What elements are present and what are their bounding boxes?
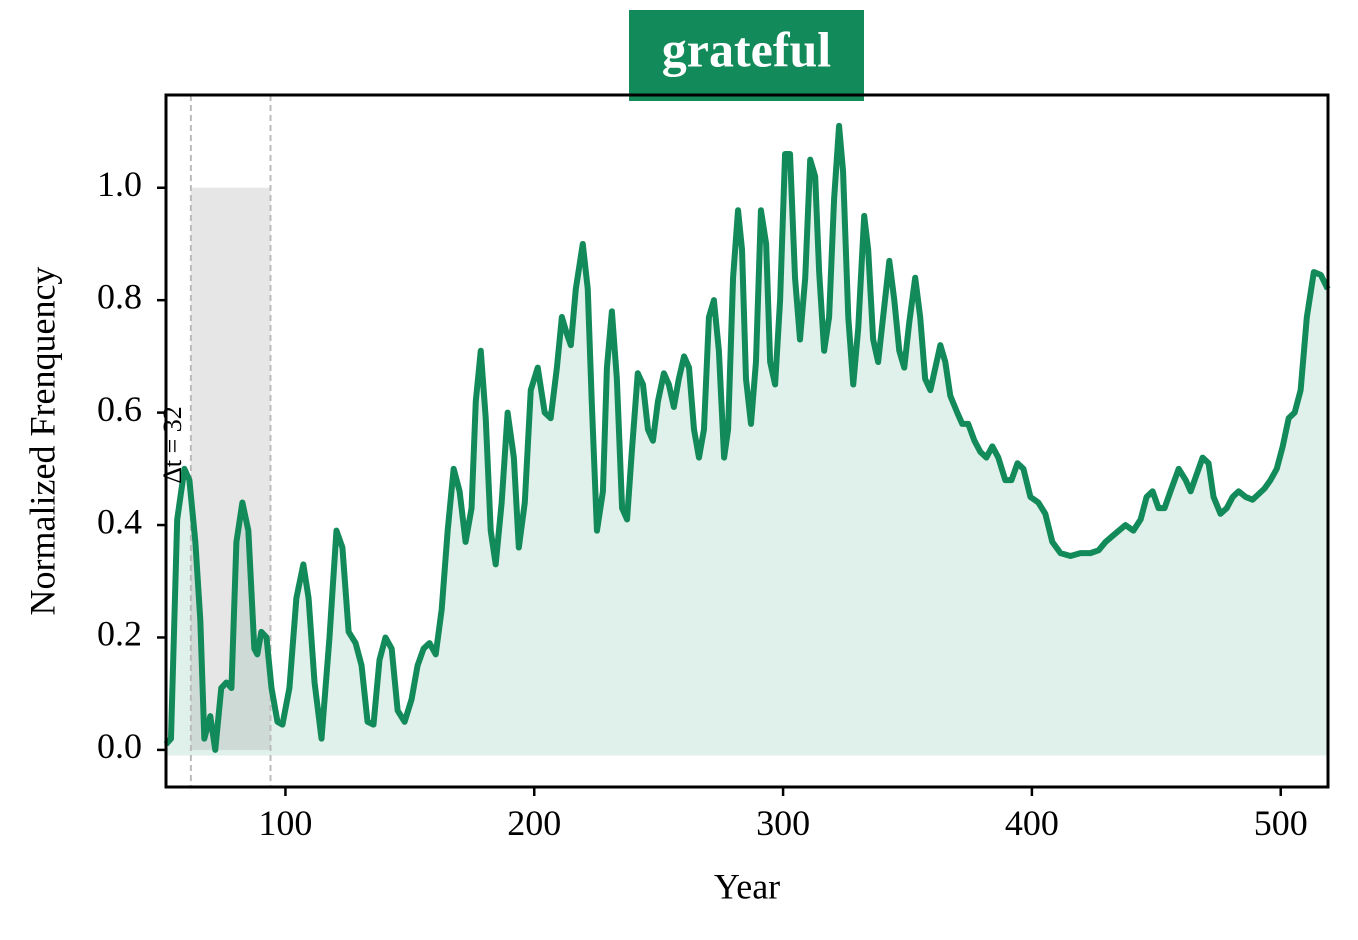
x-tick-label: 300 [756,803,810,843]
y-axis-label: Normalized Frenquency [22,267,62,616]
y-tick-label: 0.6 [97,389,142,429]
x-tick-label: 200 [507,803,561,843]
y-tick-label: 0.0 [97,726,142,766]
y-tick-label: 0.4 [97,501,142,541]
annotation: Δt = 32 [158,406,187,484]
x-axis-label: Year [714,866,780,906]
x-tick-label: 100 [258,803,312,843]
x-tick-label: 400 [1005,803,1059,843]
plot-frame [164,93,1330,789]
title-box [629,10,864,101]
y-tick-label: 0.2 [97,614,142,654]
chart-title: grateful [662,21,831,77]
y-tick-label: 0.8 [97,276,142,316]
area [166,125,1328,756]
line [163,122,1331,753]
x-tick-label: 500 [1254,803,1308,843]
y-tick-label: 1.0 [97,164,142,204]
